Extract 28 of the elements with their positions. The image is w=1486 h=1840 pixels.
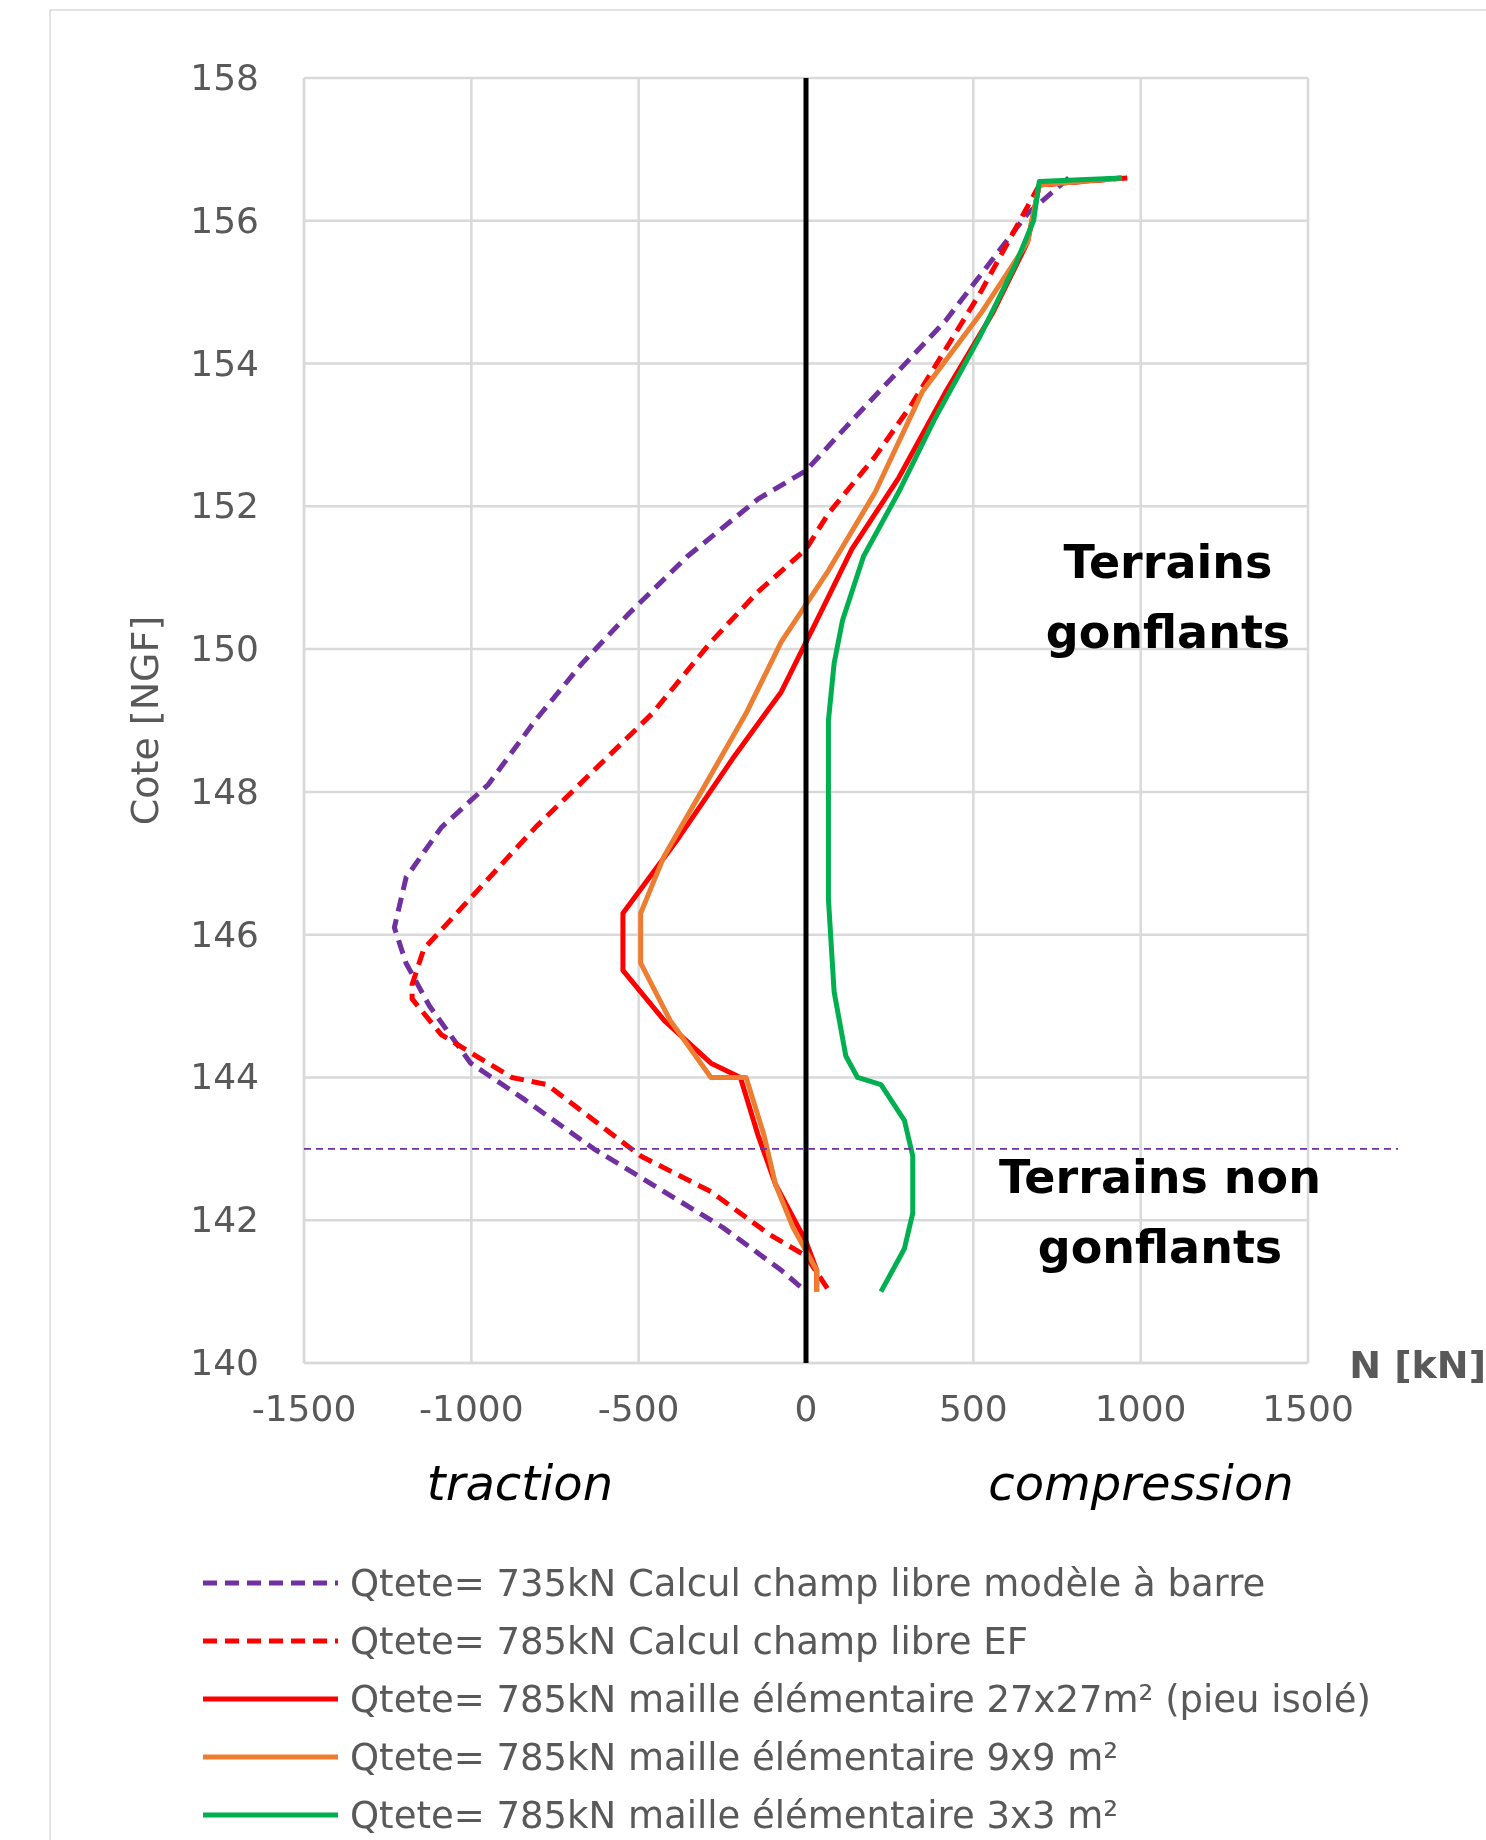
x-tick-label: -500 [597,1388,680,1429]
x-tick-label: 1000 [1094,1388,1187,1429]
y-tick-label: 144 [190,1056,259,1098]
legend-label: Qtete= 785kN maille élémentaire 3x3 m² [350,1794,1119,1837]
y-tick-label: 146 [190,913,259,955]
y-tick-label: 156 [190,199,259,241]
x-tick-label: -1500 [251,1388,357,1429]
y-tick-label: 142 [190,1199,259,1241]
text: compression [988,1455,1294,1511]
x-tick-label: 0 [794,1388,818,1429]
legend-label: Qtete= 785kN maille élémentaire 9x9 m² [350,1736,1119,1779]
y-tick-label: 150 [190,628,259,670]
x-tick-label: 500 [938,1388,1008,1429]
y-tick-label: 158 [190,57,259,98]
annotation: Terrains non gonflants [999,1150,1321,1274]
text: traction [426,1455,614,1511]
y-tick-label: 152 [190,485,259,527]
legend-label: Qtete= 735kN Calcul champ libre modèle à barre [350,1562,1266,1605]
y-tick-label: 148 [190,770,259,812]
legend-label: Qtete= 785kN maille élémentaire 27x27m² (pieu isolé) [350,1678,1371,1721]
x-tick-label: -1000 [419,1388,524,1429]
y-tick-label: 154 [190,342,259,384]
x-axis-title: N [kN] [1349,1343,1486,1387]
y-tick-label: 140 [190,1342,259,1383]
y-axis-title: Cote [NGF] [123,615,167,826]
x-tick-label: 1500 [1262,1388,1354,1429]
legend-label: Qtete= 785kN Calcul champ libre EF [350,1620,1028,1663]
annotation: Terrains gonflants [1045,535,1291,659]
